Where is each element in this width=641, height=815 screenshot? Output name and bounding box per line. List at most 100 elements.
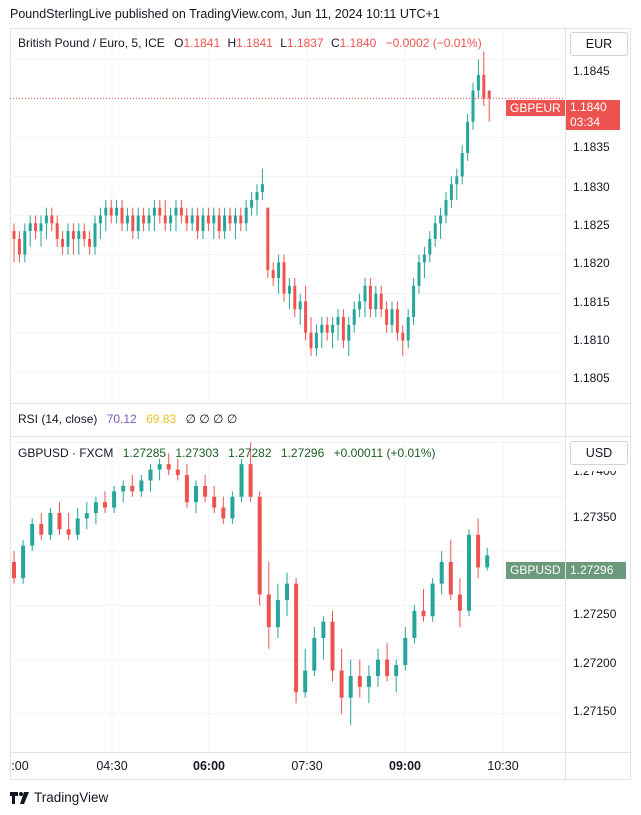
candle xyxy=(175,458,180,481)
candle-body xyxy=(71,231,75,239)
candle-body xyxy=(260,184,264,193)
candle-body xyxy=(233,215,237,224)
candle xyxy=(61,231,65,255)
candle xyxy=(166,453,171,476)
candle-body xyxy=(287,285,291,294)
gbpeur-candlestick-chart[interactable] xyxy=(10,28,565,403)
candle xyxy=(449,176,453,208)
candle-body xyxy=(271,270,275,278)
x-tick-label: 07:30 xyxy=(291,759,323,773)
candle xyxy=(379,285,383,318)
candle xyxy=(395,301,399,341)
eur-unit-button[interactable]: EUR xyxy=(570,32,628,56)
candle xyxy=(44,207,48,239)
candle-body xyxy=(201,215,205,232)
candle-body xyxy=(325,324,329,333)
candle-body xyxy=(98,215,102,224)
candle-body xyxy=(148,469,153,481)
candle-body xyxy=(142,215,146,224)
candle-body xyxy=(314,332,318,349)
candle-body xyxy=(379,293,383,310)
candle-body xyxy=(448,561,453,595)
candle xyxy=(50,207,54,232)
candle-body xyxy=(12,231,16,239)
candle-body xyxy=(66,529,71,535)
candle-body xyxy=(406,317,410,341)
candle xyxy=(330,610,335,682)
rsi-empty-values: ∅ ∅ ∅ ∅ xyxy=(185,412,238,426)
candle xyxy=(385,643,390,682)
candle xyxy=(230,491,235,524)
gbpeur-symbol: British Pound / Euro, 5, ICE xyxy=(18,36,165,50)
candle-body xyxy=(266,207,270,271)
pane-divider-top xyxy=(10,403,631,404)
high-value: 1.27303 xyxy=(175,446,219,460)
candle-body xyxy=(61,238,65,247)
candle xyxy=(347,317,351,357)
candle-body xyxy=(363,285,367,302)
candle-body xyxy=(428,238,432,255)
candle xyxy=(417,254,421,294)
rsi-legend: RSI (14, close) 70.12 69.83 ∅ ∅ ∅ ∅ xyxy=(18,412,239,426)
candle-body xyxy=(39,223,43,232)
candle xyxy=(169,207,173,232)
tradingview-logo[interactable]: TradingView xyxy=(10,790,108,805)
candle xyxy=(376,648,380,687)
candle xyxy=(239,458,244,503)
candle xyxy=(77,223,81,255)
gbpusd-last-price-tag: 1.27296 xyxy=(566,562,626,579)
gbpusd-candlestick-chart[interactable] xyxy=(10,437,565,752)
candle xyxy=(239,207,243,232)
rsi-value: 70.12 xyxy=(106,412,137,426)
candle-body xyxy=(403,637,408,666)
candle xyxy=(457,578,462,628)
candle-body xyxy=(275,599,280,628)
candle-body xyxy=(163,215,167,224)
candle xyxy=(357,659,362,698)
candle xyxy=(112,485,117,514)
rsi-label: RSI (14, close) xyxy=(18,412,98,426)
candle-body xyxy=(104,207,108,216)
candle xyxy=(57,502,62,535)
candle xyxy=(103,491,107,514)
candle xyxy=(98,207,102,239)
candle-body xyxy=(131,215,135,232)
candle-body xyxy=(374,293,378,310)
y-tick-label: 1.1835 xyxy=(573,140,610,154)
open-value: 1.27285 xyxy=(122,446,167,460)
candle xyxy=(285,572,289,617)
candle-body xyxy=(93,502,98,514)
candle-body xyxy=(257,496,262,595)
candle xyxy=(206,207,210,232)
x-tick-label: 09:00 xyxy=(389,759,421,773)
candle-body xyxy=(136,215,140,232)
candle xyxy=(455,168,459,200)
candle xyxy=(412,278,416,325)
candle-body xyxy=(120,207,124,224)
candle xyxy=(250,192,254,216)
candle xyxy=(341,309,345,349)
candle xyxy=(444,192,448,224)
candle-body xyxy=(476,74,480,91)
candle xyxy=(212,485,217,514)
candle xyxy=(93,496,98,524)
candle-body xyxy=(339,670,344,698)
candle xyxy=(136,207,140,239)
candle-body xyxy=(385,659,390,676)
candle-body xyxy=(23,231,27,255)
candle xyxy=(366,665,371,704)
change-value: −0.0002 (−0.01%) xyxy=(385,36,482,50)
candle-body xyxy=(121,485,126,492)
candle xyxy=(348,659,353,725)
candle-body xyxy=(304,301,308,333)
candle xyxy=(12,223,16,263)
usd-unit-button[interactable]: USD xyxy=(570,441,628,465)
candle-body xyxy=(169,215,173,224)
candle xyxy=(255,184,259,216)
candle xyxy=(93,215,97,255)
candle xyxy=(320,317,324,349)
candle-body xyxy=(357,675,362,687)
candle xyxy=(115,199,119,224)
candle-body xyxy=(57,513,62,530)
y-tick-label: 1.1825 xyxy=(573,218,610,232)
